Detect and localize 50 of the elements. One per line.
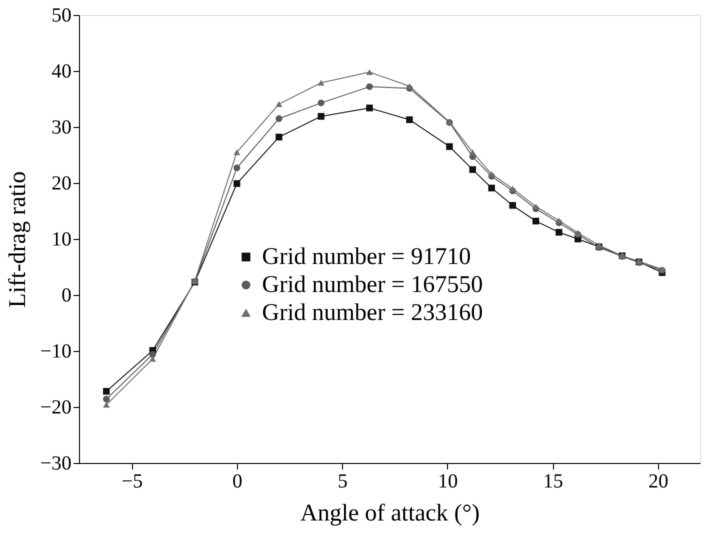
point — [532, 218, 540, 224]
x-tick-label: 10 — [438, 470, 458, 492]
y-tick-label: −20 — [40, 396, 72, 418]
y-tick-label: 0 — [62, 284, 72, 306]
x-tick-label: 15 — [543, 470, 564, 492]
point — [234, 149, 240, 156]
x-tick-label: −5 — [121, 470, 143, 492]
legend-label: Grid number = 91710 — [262, 244, 471, 270]
point — [509, 202, 516, 209]
point — [532, 204, 540, 210]
point — [234, 180, 240, 187]
x-tick-label: 5 — [338, 470, 348, 492]
point — [103, 396, 110, 403]
x-tick-label: 0 — [232, 470, 242, 492]
point — [446, 143, 453, 150]
point — [276, 101, 282, 107]
y-tick-label: 50 — [52, 4, 72, 26]
point — [276, 115, 282, 122]
point — [556, 218, 562, 224]
y-tick-label: −30 — [40, 452, 72, 474]
point — [149, 356, 156, 362]
point — [318, 80, 324, 86]
point — [556, 228, 562, 236]
point — [406, 116, 413, 124]
point — [103, 402, 110, 408]
point — [103, 388, 110, 395]
legend-label: Grid number = 233160 — [262, 300, 483, 326]
point — [318, 100, 324, 106]
x-tick-label: 20 — [648, 470, 668, 492]
point — [234, 164, 240, 172]
point — [276, 134, 282, 140]
point — [469, 149, 476, 156]
y-axis-title: Lift-drag ratio — [5, 171, 32, 308]
y-tick-label: −10 — [40, 340, 72, 362]
y-tick-label: 10 — [52, 228, 72, 250]
y-tick-label: 20 — [52, 172, 72, 194]
point — [406, 83, 413, 90]
x-axis-title: Angle of attack (°) — [300, 500, 480, 526]
point — [149, 351, 156, 358]
point — [366, 83, 373, 90]
y-tick-label: 30 — [52, 116, 72, 138]
point — [318, 113, 324, 120]
point — [469, 166, 476, 173]
point — [488, 171, 495, 177]
point — [509, 186, 516, 192]
point — [366, 104, 373, 112]
point — [366, 69, 373, 76]
point — [488, 184, 495, 192]
y-tick-label: 40 — [52, 60, 72, 82]
legend-label: Grid number = 167550 — [262, 272, 483, 298]
